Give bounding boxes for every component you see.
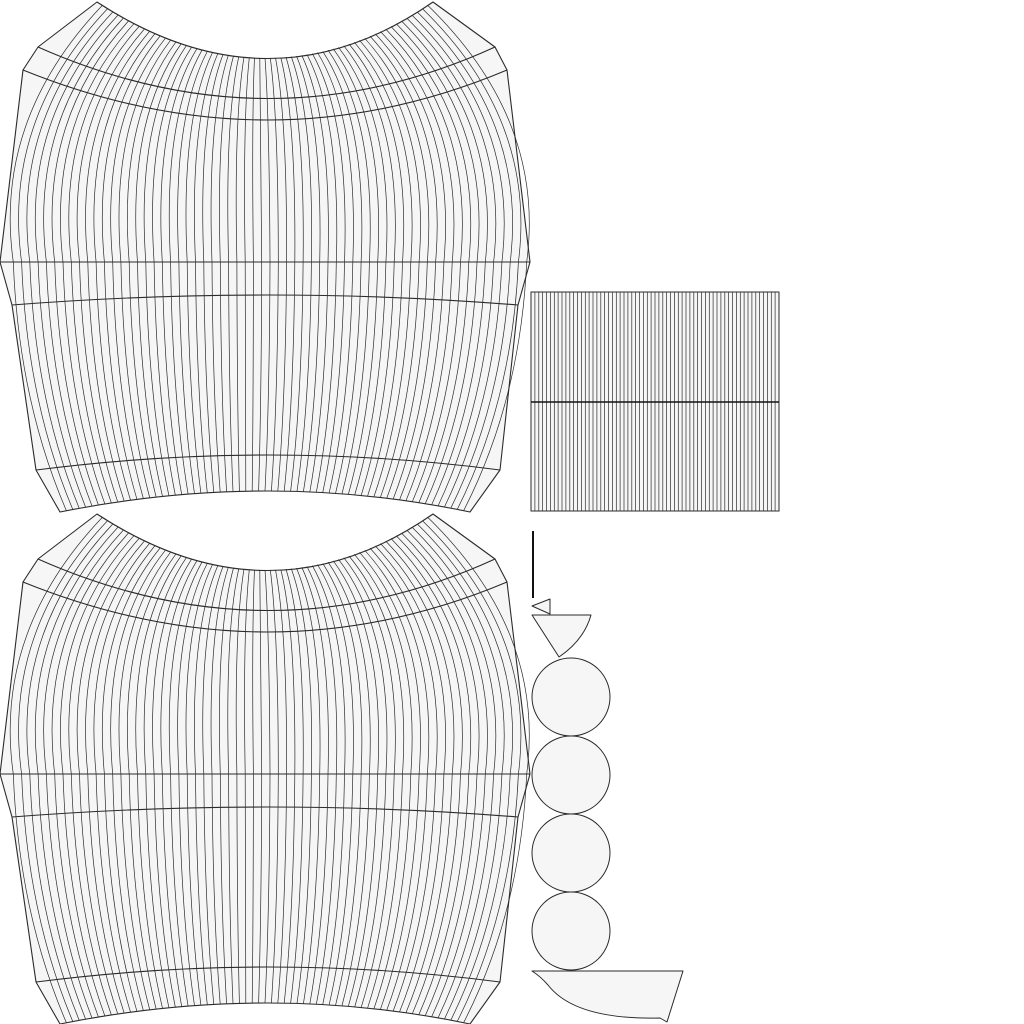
panel-seam	[22, 581, 508, 633]
striped-rectangle	[530, 291, 780, 512]
disc	[531, 735, 611, 815]
disc	[531, 891, 611, 971]
panel-seam	[37, 558, 496, 611]
panel-seam	[11, 294, 519, 306]
panel-seam	[11, 806, 519, 818]
ribbed-panel-top	[0, 1, 531, 513]
small-triangle	[531, 598, 551, 615]
panel-seam	[22, 69, 508, 121]
bowl-piece	[531, 970, 684, 1023]
panel-seam	[35, 966, 501, 983]
disc	[531, 657, 611, 737]
ribbed-panel-bottom	[0, 513, 531, 1024]
ribbed-panel-top-outline	[0, 1, 531, 513]
panel-seam	[37, 46, 496, 99]
ribbed-panel-bottom-seams	[0, 558, 530, 983]
disc	[531, 813, 611, 893]
panel-seam	[35, 454, 501, 471]
ribbed-panel-top-seams	[0, 46, 530, 471]
wedge	[531, 614, 592, 658]
disc-column	[531, 657, 611, 971]
